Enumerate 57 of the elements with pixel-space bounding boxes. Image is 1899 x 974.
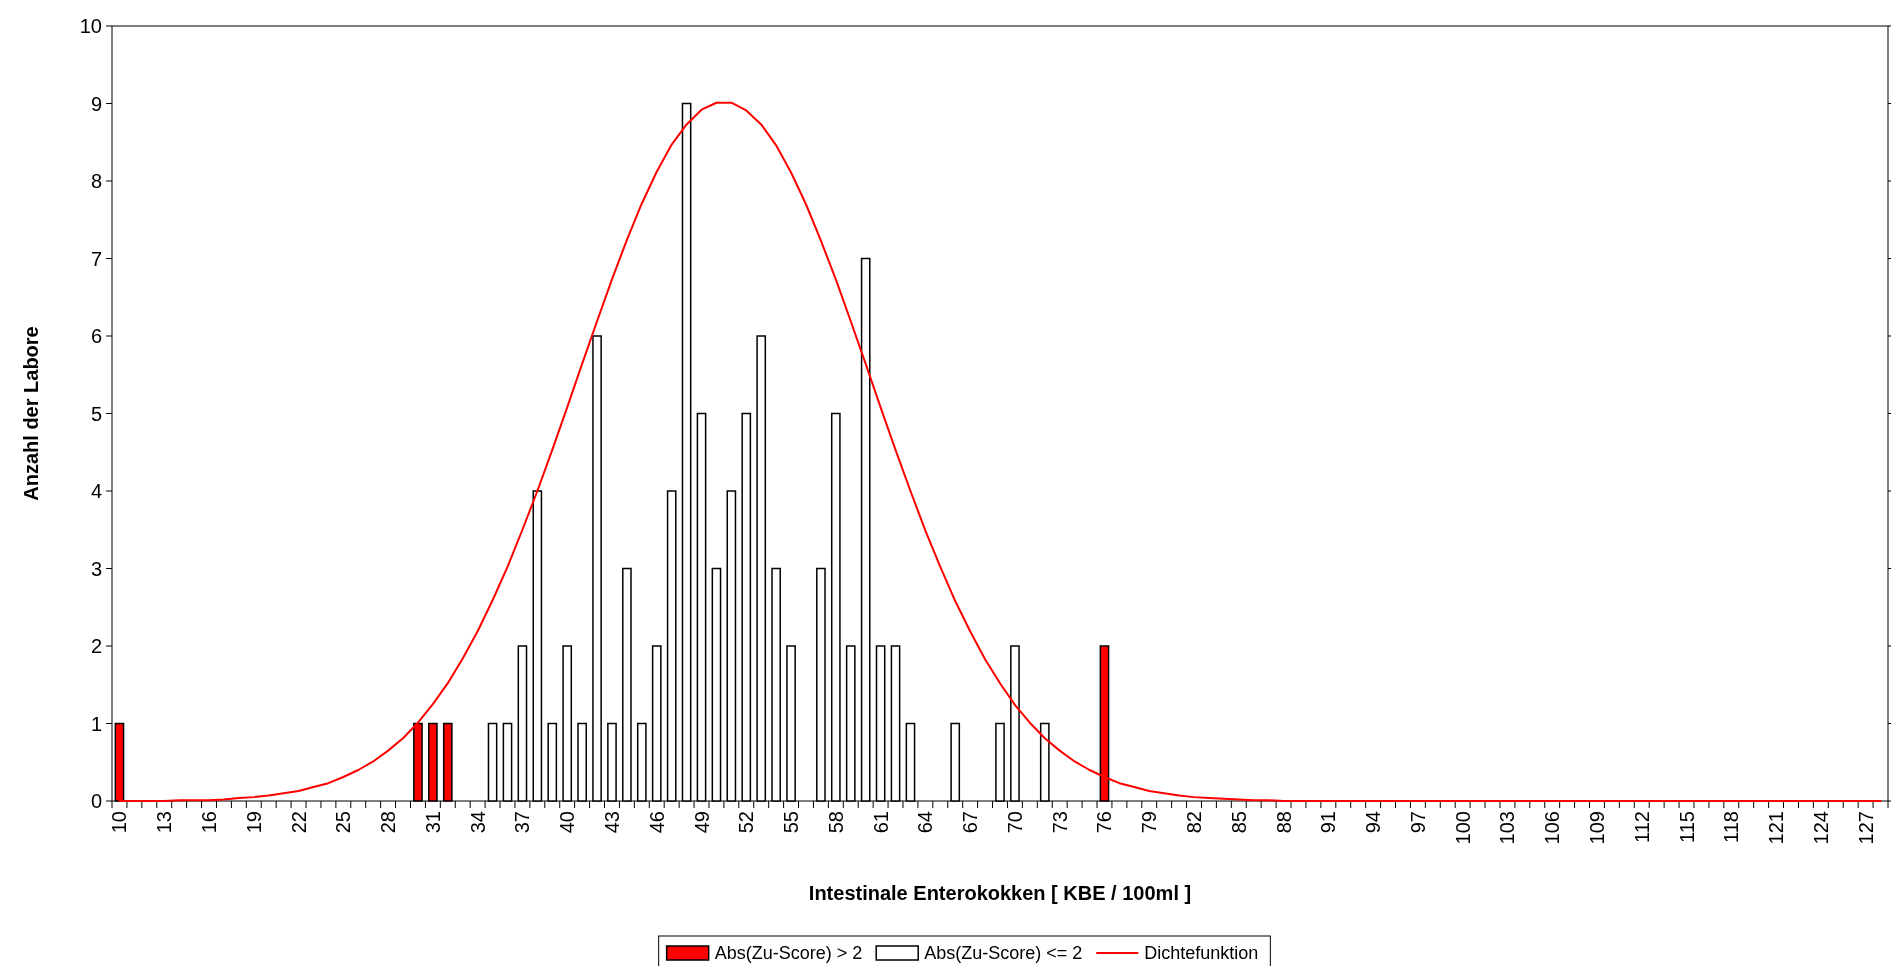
x-tick-label: 43 bbox=[600, 811, 623, 834]
x-tick-label: 109 bbox=[1585, 811, 1608, 845]
x-tick-label: 97 bbox=[1406, 811, 1429, 834]
legend-label: Abs(Zu-Score) > 2 bbox=[714, 943, 863, 964]
x-tick-label: 10 bbox=[108, 811, 131, 834]
x-tick-label: 28 bbox=[377, 811, 400, 834]
y-tick-label: 9 bbox=[90, 92, 102, 115]
x-tick-label: 73 bbox=[1048, 811, 1071, 834]
x-tick-label: 103 bbox=[1496, 811, 1519, 845]
legend-label: Dichtefunktion bbox=[1144, 943, 1259, 964]
x-tick-label: 49 bbox=[690, 811, 713, 834]
y-axis-title: Anzahl der Labore bbox=[20, 326, 42, 501]
y-tick-label: 0 bbox=[90, 790, 102, 812]
x-tick-label: 112 bbox=[1630, 811, 1653, 843]
x-tick-label: 13 bbox=[153, 811, 176, 834]
legend-label: Abs(Zu-Score) <= 2 bbox=[924, 943, 1083, 964]
x-tick-label: 31 bbox=[421, 811, 444, 834]
x-tick-label: 70 bbox=[1003, 811, 1026, 834]
x-tick-label: 115 bbox=[1675, 811, 1698, 843]
x-tick-label: 19 bbox=[242, 811, 265, 834]
y-tick-label: 8 bbox=[90, 170, 102, 192]
y-tick-label: 5 bbox=[90, 402, 102, 425]
y-tick-label: 7 bbox=[90, 247, 102, 270]
x-tick-label: 94 bbox=[1362, 811, 1385, 834]
x-tick-label: 52 bbox=[735, 811, 758, 834]
x-tick-label: 34 bbox=[466, 811, 489, 834]
x-axis-title: Intestinale Enterokokken [ KBE / 100ml ] bbox=[808, 882, 1192, 904]
x-tick-label: 46 bbox=[645, 811, 668, 834]
x-tick-label: 85 bbox=[1227, 811, 1250, 834]
y-tick-label: 10 bbox=[79, 15, 102, 37]
x-tick-label: 25 bbox=[332, 811, 355, 834]
x-tick-label: 55 bbox=[780, 811, 803, 834]
x-tick-label: 79 bbox=[1138, 811, 1161, 834]
x-tick-label: 61 bbox=[869, 811, 892, 834]
y-tick-label: 6 bbox=[90, 325, 102, 347]
x-tick-label: 40 bbox=[556, 811, 579, 834]
x-tick-label: 88 bbox=[1272, 811, 1295, 834]
x-tick-label: 118 bbox=[1720, 811, 1743, 843]
x-tick-label: 124 bbox=[1809, 811, 1832, 845]
x-tick-label: 64 bbox=[914, 811, 937, 834]
x-tick-label: 100 bbox=[1451, 811, 1474, 845]
x-tick-label: 37 bbox=[511, 811, 534, 834]
x-tick-label: 58 bbox=[824, 811, 847, 834]
x-tick-label: 91 bbox=[1317, 811, 1340, 834]
y-tick-label: 4 bbox=[90, 480, 102, 502]
line-series bbox=[118, 101, 1882, 802]
x-tick-label: 106 bbox=[1541, 811, 1564, 845]
y-tick-label: 2 bbox=[90, 635, 102, 657]
x-tick-label: 22 bbox=[287, 811, 310, 834]
x-tick-label: 67 bbox=[959, 811, 982, 834]
x-tick-label: 16 bbox=[198, 811, 221, 834]
x-tick-label: 121 bbox=[1765, 811, 1788, 845]
x-tick-label: 76 bbox=[1093, 811, 1116, 834]
x-tick-label: 127 bbox=[1854, 811, 1877, 845]
x-tick-label: 82 bbox=[1183, 811, 1206, 834]
y-tick-label: 3 bbox=[90, 557, 102, 580]
y-tick-label: 1 bbox=[90, 712, 102, 735]
